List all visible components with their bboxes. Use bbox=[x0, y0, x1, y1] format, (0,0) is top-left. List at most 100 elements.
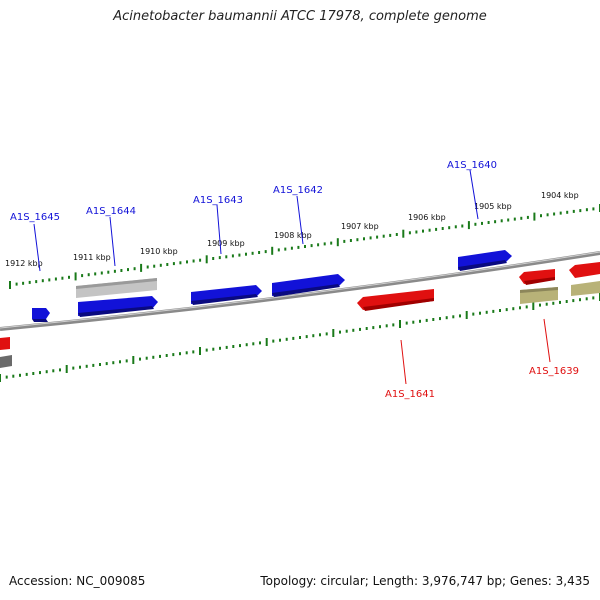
upper-scale-minor-tick bbox=[231, 254, 234, 258]
lower-scale-minor-tick bbox=[559, 300, 561, 304]
lower-scale-minor-tick bbox=[392, 323, 395, 327]
lower-scale-minor-tick bbox=[439, 317, 441, 321]
upper-scale-minor-tick bbox=[120, 269, 123, 272]
lower-scale-minor-tick bbox=[499, 309, 501, 312]
upper-scale-minor-tick bbox=[87, 273, 90, 277]
upper-scale-minor-tick bbox=[474, 222, 477, 226]
gene-A1S_1642[interactable] bbox=[272, 274, 345, 297]
upper-scale-major-tick bbox=[140, 263, 143, 272]
lower-scale-major-tick bbox=[399, 320, 401, 328]
upper-scale-minor-tick bbox=[422, 229, 424, 233]
gene-A1S_1644[interactable] bbox=[78, 296, 158, 317]
upper-scale-minor-tick bbox=[585, 208, 588, 212]
leader-line-A1S_1642 bbox=[296, 195, 304, 245]
upper-scale-minor-tick bbox=[166, 263, 169, 266]
lower-scale-minor-tick bbox=[239, 344, 241, 348]
leader-line-A1S_1640 bbox=[469, 169, 479, 220]
upper-scale-minor-tick bbox=[500, 219, 503, 223]
gene-label-A1S_1641[interactable]: A1S_1641 bbox=[385, 389, 435, 400]
upper-scale-minor-tick bbox=[127, 268, 129, 272]
gene-label-A1S_1644[interactable]: A1S_1644 bbox=[86, 206, 136, 217]
upper-scale-minor-tick bbox=[349, 239, 352, 242]
upper-scale-minor-tick bbox=[218, 256, 221, 260]
upper-scale-minor-tick bbox=[520, 216, 523, 220]
gene-label-A1S_1645[interactable]: A1S_1645 bbox=[10, 212, 60, 223]
upper-scale-minor-tick bbox=[133, 267, 136, 271]
lower-scale-minor-tick bbox=[292, 336, 295, 340]
map-title: Acinetobacter baumannii ATCC 17978, comp… bbox=[113, 9, 487, 24]
upper-scale-minor-tick bbox=[172, 262, 175, 266]
gene-right-edge-red[interactable] bbox=[569, 262, 600, 278]
gene-A1S_1643[interactable] bbox=[191, 285, 262, 305]
gene-label-A1S_1642[interactable]: A1S_1642 bbox=[273, 185, 323, 196]
scale-label-1910: 1910 kbp bbox=[140, 247, 178, 256]
lower-scale-minor-tick bbox=[305, 335, 308, 339]
lower-scale-minor-tick bbox=[432, 318, 435, 321]
lower-scale-major-tick bbox=[65, 365, 68, 373]
lower-scale-minor-tick bbox=[19, 373, 21, 377]
upper-scale-minor-tick bbox=[94, 272, 97, 276]
gene-A1S_1640[interactable] bbox=[458, 250, 512, 271]
lower-scale-minor-tick bbox=[125, 359, 128, 363]
upper-scale-minor-tick bbox=[356, 238, 359, 242]
upper-scale-minor-tick bbox=[153, 264, 156, 268]
lower-scale-minor-tick bbox=[85, 364, 88, 368]
lower-scale-minor-tick bbox=[279, 338, 281, 342]
gene-label-A1S_1643[interactable]: A1S_1643 bbox=[193, 195, 243, 206]
upper-scale-minor-tick bbox=[277, 248, 280, 252]
upper-scale-minor-tick bbox=[513, 217, 516, 221]
gene-A1S_1645[interactable] bbox=[32, 308, 50, 322]
lower-scale-minor-tick bbox=[565, 300, 568, 303]
upper-scale-minor-tick bbox=[238, 253, 241, 257]
gene-A1S_1641[interactable] bbox=[357, 289, 434, 311]
upper-scale-minor-tick bbox=[68, 275, 70, 279]
lower-scale-minor-tick bbox=[365, 327, 368, 330]
lower-scale-minor-tick bbox=[585, 297, 588, 301]
gene-left-edge-red[interactable] bbox=[0, 337, 10, 350]
upper-scale-minor-tick bbox=[258, 251, 261, 254]
lower-scale-minor-tick bbox=[352, 328, 355, 332]
lower-scale-minor-tick bbox=[452, 315, 455, 319]
lower-scale-major-tick bbox=[0, 374, 1, 382]
lower-scale-minor-tick bbox=[405, 321, 408, 325]
lower-scale-minor-tick bbox=[572, 299, 575, 303]
upper-scale-minor-tick bbox=[81, 274, 84, 278]
lower-scale-minor-tick bbox=[59, 368, 61, 372]
gene-A1S_1639[interactable] bbox=[519, 269, 555, 285]
scale-label-1906: 1906 kbp bbox=[408, 213, 446, 222]
upper-scale-minor-tick bbox=[441, 227, 444, 230]
lower-scale-minor-tick bbox=[52, 369, 55, 373]
upper-scale-major-tick bbox=[205, 255, 208, 264]
leader-line-A1S_1643 bbox=[216, 204, 222, 255]
accession-text: Accession: NC_009085 bbox=[9, 574, 146, 588]
upper-scale-minor-tick bbox=[592, 207, 595, 211]
lower-scale-minor-tick bbox=[185, 351, 188, 355]
gene-label-A1S_1639[interactable]: A1S_1639 bbox=[529, 366, 579, 377]
lower-scale-minor-tick bbox=[139, 357, 141, 361]
lower-scale-minor-tick bbox=[445, 316, 448, 320]
lower-scale-minor-tick bbox=[145, 356, 148, 360]
lower-scale-minor-tick bbox=[5, 375, 8, 379]
gene-olive-1[interactable] bbox=[520, 287, 558, 304]
lower-scale-minor-tick bbox=[459, 314, 461, 318]
lower-scale-minor-tick bbox=[425, 318, 428, 322]
gene-label-A1S_1640[interactable]: A1S_1640 bbox=[447, 160, 497, 171]
gene-olive-2[interactable] bbox=[571, 281, 600, 296]
scale-label-1909: 1909 kbp bbox=[207, 239, 245, 248]
lower-scale-minor-tick bbox=[539, 303, 541, 307]
lower-scale-minor-tick bbox=[192, 350, 195, 354]
upper-scale-minor-tick bbox=[146, 265, 149, 269]
lower-scale-major-tick bbox=[199, 347, 201, 355]
lower-scale-major-tick bbox=[465, 311, 468, 319]
leader-line-A1S_1645 bbox=[33, 223, 41, 272]
upper-scale-minor-tick bbox=[376, 235, 379, 239]
lower-scale-minor-tick bbox=[219, 346, 221, 350]
upper-scale-minor-tick bbox=[192, 259, 195, 263]
upper-scale-major-tick bbox=[467, 221, 470, 230]
gene-left-edge-grey[interactable] bbox=[0, 355, 12, 368]
upper-scale-minor-tick bbox=[290, 246, 293, 250]
gene-A1S_1644-pseudo[interactable] bbox=[76, 278, 157, 298]
upper-scale-minor-tick bbox=[382, 234, 385, 238]
